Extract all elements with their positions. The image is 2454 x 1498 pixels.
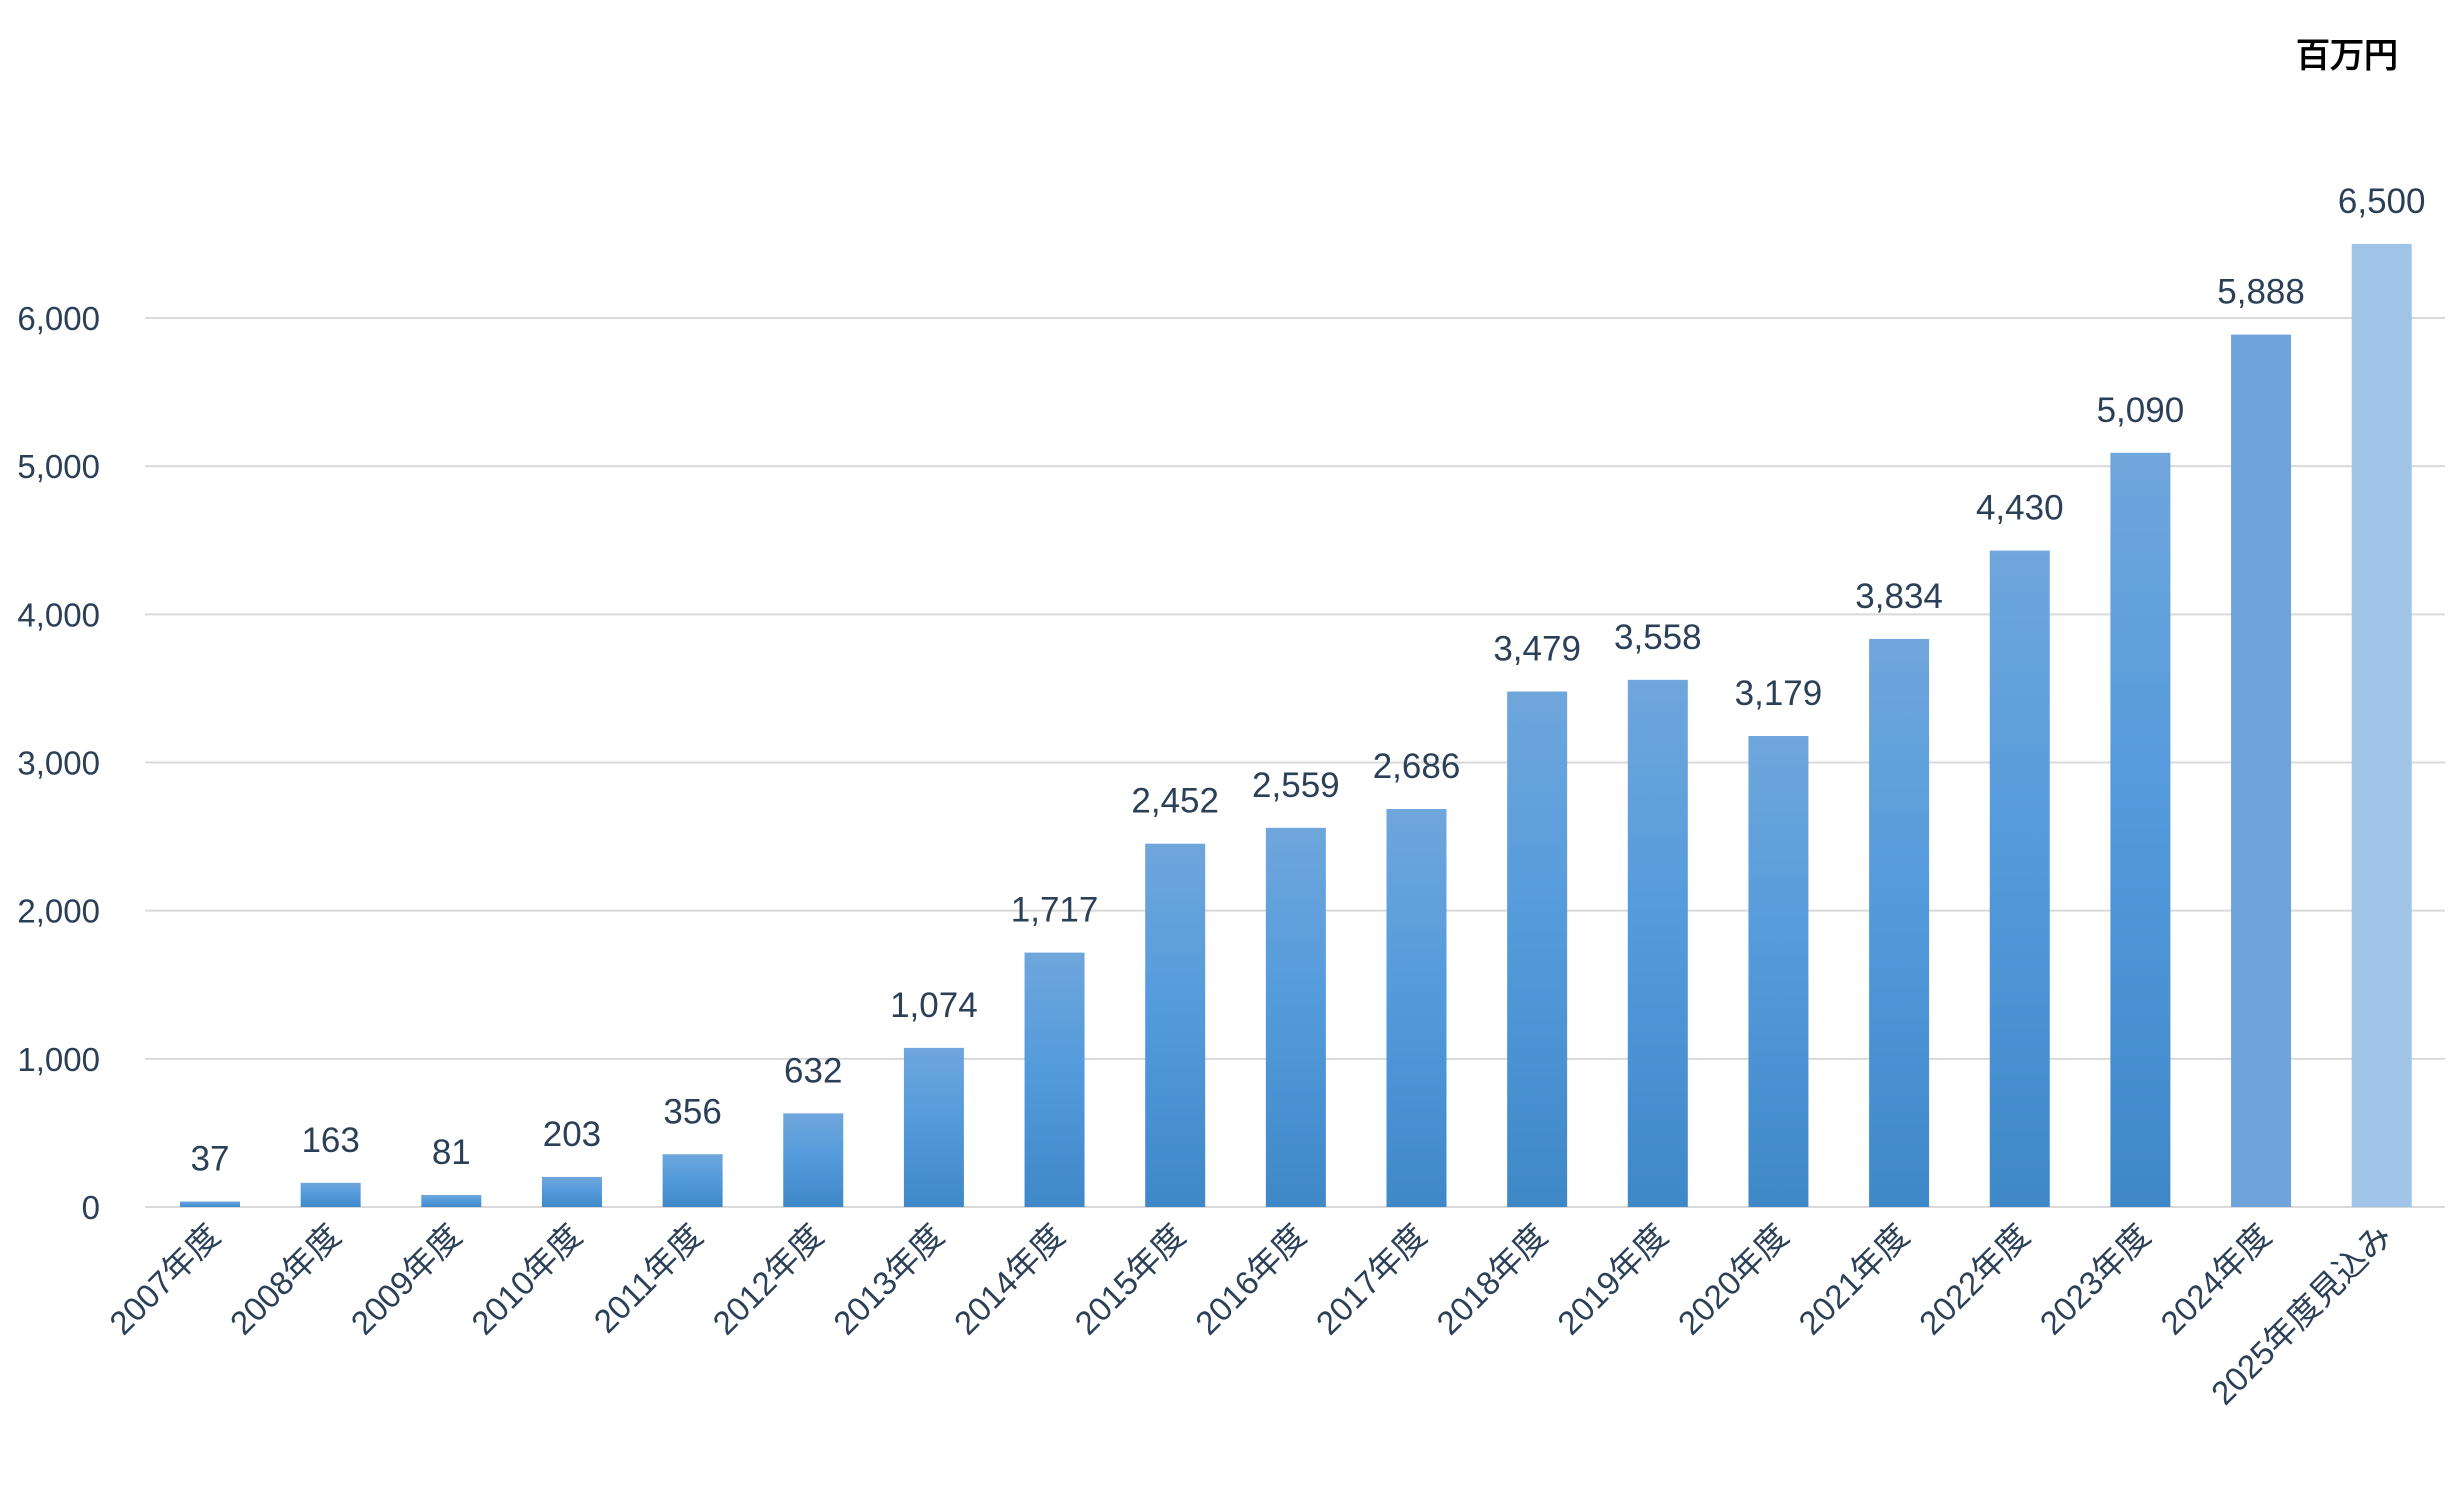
bar [1145,843,1206,1207]
x-tick-label: 2011年度 [587,1217,710,1340]
bar [662,1154,723,1207]
x-tick-label: 2009年度 [344,1217,469,1342]
bar [783,1113,844,1207]
bar [2110,452,2171,1207]
bar [1989,550,2050,1207]
data-label: 6,500 [2338,182,2426,221]
data-label: 632 [784,1051,842,1090]
bar [1748,735,1809,1207]
x-tick-label: 2008年度 [223,1217,348,1342]
x-tick-label: 2024年度 [2153,1217,2278,1342]
data-label: 2,686 [1373,747,1461,786]
data-label: 356 [663,1092,721,1131]
bar [300,1182,361,1207]
data-label: 37 [191,1140,230,1179]
bar [1386,809,1447,1207]
x-tick-label: 2016年度 [1188,1217,1313,1342]
x-tick-label: 2012年度 [705,1217,830,1342]
data-label: 3,834 [1855,577,1943,616]
x-tick-label: 2018年度 [1429,1217,1554,1342]
x-tick-label: 2013年度 [826,1217,951,1342]
data-label: 4,430 [1976,489,2064,528]
bar [1507,691,1568,1207]
data-label: 5,888 [2217,273,2305,312]
bar [1024,952,1085,1207]
x-tick-label: 2022年度 [1912,1217,2037,1342]
data-labels: 37 163 81 203 356 632 1,074 1,717 2,452 2,559 2,68… [191,182,2426,1179]
x-tick-label: 2023年度 [2033,1217,2158,1342]
data-label: 1,074 [890,986,978,1025]
bar [903,1047,964,1207]
x-tick-label: 2015年度 [1067,1217,1192,1342]
data-label: 2,559 [1252,766,1340,805]
data-label: 1,717 [1011,891,1099,930]
data-label: 3,179 [1735,674,1823,713]
x-tick-label: 2014年度 [947,1217,1072,1342]
data-label: 3,479 [1493,630,1581,669]
bar [1869,638,1930,1207]
data-label: 163 [301,1121,359,1160]
x-tick-label: 2017年度 [1309,1217,1434,1342]
x-axis: 2007年度2008年度2009年度2010年度2011年度2012年度2013… [102,1217,2398,1412]
x-tick-label: 2019年度 [1550,1217,1675,1342]
data-label: 203 [543,1115,601,1154]
data-label: 81 [432,1133,471,1172]
y-tick-label: 2,000 [17,893,100,930]
bar [2351,243,2412,1207]
y-axis: 0 1,000 2,000 3,000 4,000 5,000 6,000 [17,300,100,1226]
data-label: 3,558 [1614,618,1702,657]
x-tick-label: 2007年度 [102,1217,227,1342]
data-label: 5,090 [2097,391,2185,430]
bar [1627,679,1688,1207]
x-tick-label: 2021年度 [1791,1217,1916,1342]
y-tick-label: 0 [82,1189,100,1226]
y-tick-label: 5,000 [17,448,100,485]
bar [421,1194,482,1207]
bar [1265,827,1326,1207]
bar [2231,334,2292,1207]
x-tick-label: 2020年度 [1671,1217,1796,1342]
unit-label: 百万円 [2296,37,2398,75]
y-tick-label: 3,000 [17,745,100,782]
bars [180,243,2412,1207]
y-tick-label: 4,000 [17,596,100,633]
x-tick-label: 2010年度 [464,1217,589,1342]
y-tick-label: 6,000 [17,300,100,337]
bar [541,1176,602,1207]
y-tick-label: 1,000 [17,1041,100,1078]
bar [180,1201,240,1207]
data-label: 2,452 [1131,782,1219,821]
